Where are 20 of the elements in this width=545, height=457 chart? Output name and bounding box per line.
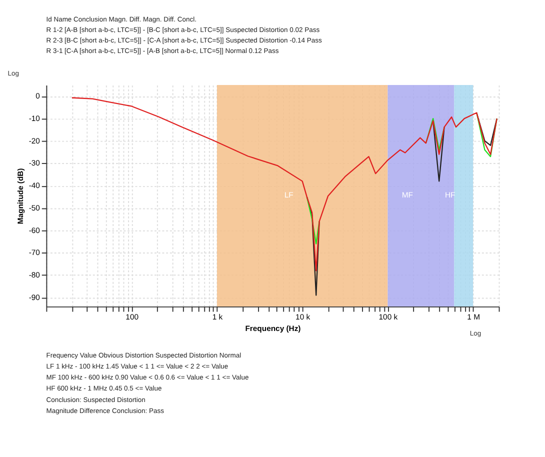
x-tick-label: 1 M xyxy=(467,312,480,322)
x-axis-title: Frequency (Hz) xyxy=(245,324,302,334)
band-label: HF xyxy=(445,190,456,200)
x-tick-label: 100 k xyxy=(378,312,398,322)
y-tick-label: -80 xyxy=(28,270,40,280)
band-label: LF xyxy=(284,190,294,200)
y-tick-label: 0 xyxy=(36,92,40,101)
y-tick-label: -20 xyxy=(28,136,40,146)
x-tick-label: 100 xyxy=(126,312,138,322)
y-tick-label: -60 xyxy=(28,226,40,235)
y-tick-label: -70 xyxy=(28,248,40,258)
x-tick-label: 1 k xyxy=(212,312,223,322)
y-axis-title: Magnitude (dB) xyxy=(16,168,26,224)
y-tick-label: -30 xyxy=(28,158,40,168)
y-tick-label: -90 xyxy=(28,292,40,302)
x-tick-label: 10 k xyxy=(296,312,310,322)
y-tick-label: -40 xyxy=(28,181,40,190)
y-tick-label: -50 xyxy=(28,203,40,212)
band-label: MF xyxy=(402,190,414,200)
y-tick-label: -10 xyxy=(28,114,40,123)
